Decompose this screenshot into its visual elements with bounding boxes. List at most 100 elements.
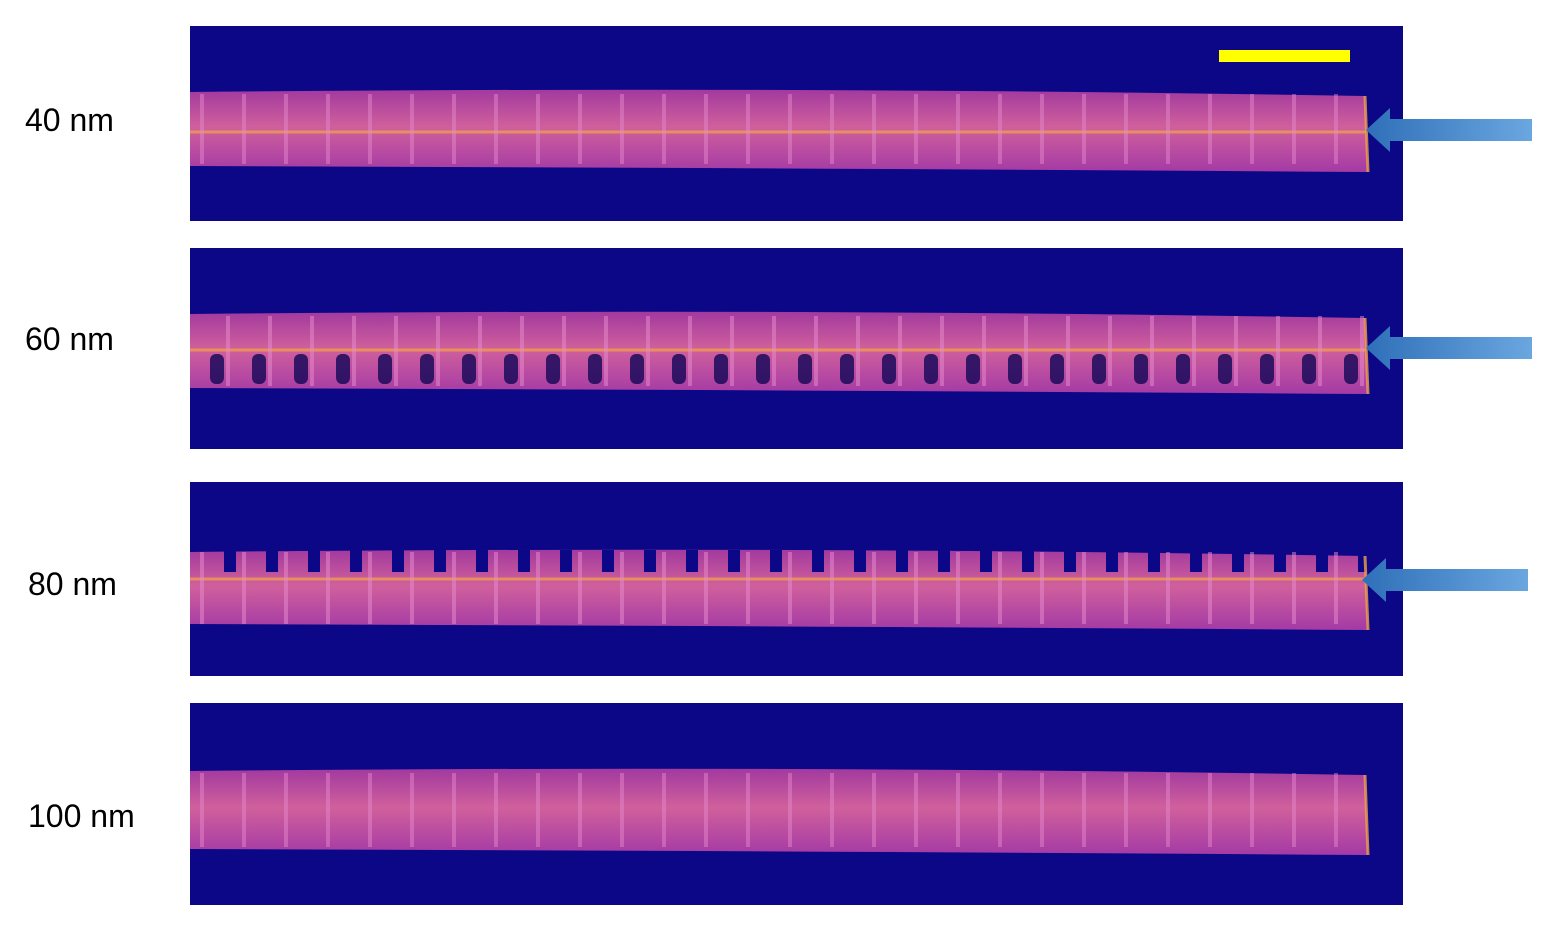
stripe bbox=[536, 773, 540, 847]
hole bbox=[1050, 354, 1064, 384]
stripe bbox=[1166, 94, 1170, 164]
stripe bbox=[1124, 773, 1128, 847]
stripe bbox=[1124, 94, 1128, 164]
stripe bbox=[998, 94, 1002, 164]
stripe bbox=[284, 773, 288, 847]
hole bbox=[546, 354, 560, 384]
stripe bbox=[326, 552, 330, 624]
stripe bbox=[1334, 773, 1338, 847]
tooth-gap bbox=[476, 550, 488, 572]
stripe bbox=[226, 316, 230, 386]
tooth-gap bbox=[266, 550, 278, 572]
tooth-gap bbox=[728, 550, 740, 572]
stripe bbox=[1292, 94, 1296, 164]
sample-band bbox=[190, 768, 1368, 855]
stripe bbox=[452, 773, 456, 847]
stripe bbox=[998, 552, 1002, 624]
stripe bbox=[872, 773, 876, 847]
tooth-gap bbox=[1190, 550, 1202, 572]
tooth-gap bbox=[1148, 550, 1160, 572]
stripe bbox=[662, 94, 666, 164]
thickness-label-80: 80 nm bbox=[28, 566, 117, 602]
panel-image-100nm bbox=[190, 768, 1370, 856]
stripe bbox=[688, 316, 692, 386]
tooth-gap bbox=[434, 550, 446, 572]
stripe bbox=[368, 94, 372, 164]
edge-highlight bbox=[1363, 95, 1370, 173]
tooth-gap bbox=[518, 550, 530, 572]
tooth-gap bbox=[1064, 550, 1076, 572]
tooth-gap bbox=[392, 550, 404, 572]
stripe bbox=[284, 94, 288, 164]
stripe bbox=[1334, 552, 1338, 624]
image-panel-80nm bbox=[190, 482, 1403, 676]
stripe bbox=[830, 552, 834, 624]
stripe bbox=[872, 552, 876, 624]
stripe bbox=[940, 316, 944, 386]
stripe bbox=[1040, 94, 1044, 164]
stripe bbox=[998, 773, 1002, 847]
stripe bbox=[746, 773, 750, 847]
stripe bbox=[1292, 773, 1296, 847]
stripe bbox=[730, 316, 734, 386]
stripe bbox=[394, 316, 398, 386]
stripe bbox=[1292, 552, 1296, 624]
stripe bbox=[788, 773, 792, 847]
stripe bbox=[1208, 552, 1212, 624]
hole bbox=[672, 354, 686, 384]
stripe bbox=[1334, 94, 1338, 164]
tooth-gap bbox=[938, 550, 950, 572]
stripe bbox=[326, 773, 330, 847]
arrow-icon-40nm bbox=[1366, 108, 1532, 152]
stripe bbox=[562, 316, 566, 386]
tooth-gap bbox=[980, 550, 992, 572]
tooth-gap bbox=[1316, 550, 1328, 572]
stripe bbox=[620, 773, 624, 847]
stripe bbox=[788, 552, 792, 624]
tooth-gap bbox=[812, 550, 824, 572]
hole bbox=[1008, 354, 1022, 384]
panel-image-60nm bbox=[190, 311, 1370, 395]
hole bbox=[504, 354, 518, 384]
stripe bbox=[368, 773, 372, 847]
stripe bbox=[746, 94, 750, 164]
stripe bbox=[1066, 316, 1070, 386]
stripe bbox=[1208, 94, 1212, 164]
stripe bbox=[704, 552, 708, 624]
stripe bbox=[242, 94, 246, 164]
image-panel-60nm bbox=[190, 248, 1403, 449]
hole bbox=[924, 354, 938, 384]
hole bbox=[252, 354, 266, 384]
stripe bbox=[1318, 316, 1322, 386]
stripe bbox=[914, 552, 918, 624]
tooth-gap bbox=[308, 550, 320, 572]
hole bbox=[966, 354, 980, 384]
stripe bbox=[410, 552, 414, 624]
stripe bbox=[352, 316, 356, 386]
stripe bbox=[1250, 773, 1254, 847]
stripe bbox=[956, 94, 960, 164]
tooth-gap bbox=[560, 550, 572, 572]
stripe bbox=[578, 773, 582, 847]
stripe bbox=[452, 552, 456, 624]
stripe bbox=[620, 552, 624, 624]
hole bbox=[420, 354, 434, 384]
stripe bbox=[1082, 94, 1086, 164]
stripe bbox=[284, 552, 288, 624]
stripe bbox=[1250, 552, 1254, 624]
hole bbox=[1176, 354, 1190, 384]
thickness-label-60: 60 nm bbox=[25, 321, 114, 357]
stripe bbox=[410, 773, 414, 847]
stripe bbox=[494, 94, 498, 164]
stripe bbox=[326, 94, 330, 164]
hole bbox=[756, 354, 770, 384]
stripe bbox=[242, 552, 246, 624]
stripe bbox=[1276, 316, 1280, 386]
stripe bbox=[520, 316, 524, 386]
stripe bbox=[494, 552, 498, 624]
stripe bbox=[1234, 316, 1238, 386]
hole bbox=[714, 354, 728, 384]
stripe bbox=[604, 316, 608, 386]
stripe bbox=[200, 94, 204, 164]
stripe bbox=[1082, 552, 1086, 624]
